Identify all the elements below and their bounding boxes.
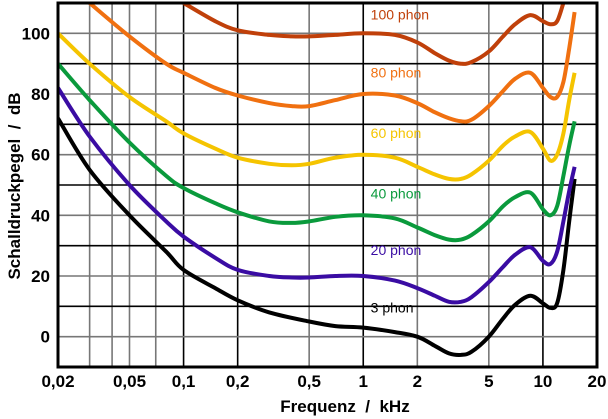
curve-20-phon [58,86,577,305]
x-tick-label: 0,2 [226,372,250,391]
curve-100-phon [182,3,566,66]
y-tick-label: 0 [41,328,50,347]
curve-label: 3 phon [371,299,414,315]
curves [58,3,577,357]
x-tick-label: 0,5 [297,372,321,391]
curve-labels: 3 phon 20 phon 40 phon 60 phon 80 phon 100 ph… [371,7,429,316]
x-tick-label: 0,02 [41,372,74,391]
x-tick-labels: 0,02 0,05 0,1 0,2 0,5 1 2 5 10 20 [41,372,606,391]
grid [58,3,597,367]
curve-3-phon [58,117,577,357]
x-tick-label: 2 [413,372,422,391]
curve-label: 80 phon [371,64,422,80]
curve-label: 60 phon [371,125,422,141]
x-tick-label: 1 [359,372,368,391]
plot-frame [56,1,599,369]
curve-40-phon [58,62,577,243]
curve-60-phon [58,31,577,182]
x-tick-label: 20 [588,372,607,391]
x-tick-label: 10 [533,372,552,391]
y-tick-label: 40 [31,206,50,225]
y-tick-label: 100 [22,24,50,43]
x-tick-label: 0,1 [172,372,196,391]
y-axis-label: Schalldruckpegel / dB [5,92,24,279]
x-tick-label: 0,05 [113,372,146,391]
x-tick-label: 5 [484,372,493,391]
curve-label: 40 phon [371,186,422,202]
x-axis-label: Frequenz / kHz [280,397,409,416]
y-tick-label: 20 [31,267,50,286]
curve-80-phon [88,3,577,124]
y-tick-label: 60 [31,146,50,165]
y-tick-labels: 0 20 40 60 80 100 [22,24,50,346]
y-tick-label: 80 [31,85,50,104]
curve-label: 100 phon [371,7,429,23]
curve-label: 20 phon [371,242,422,258]
